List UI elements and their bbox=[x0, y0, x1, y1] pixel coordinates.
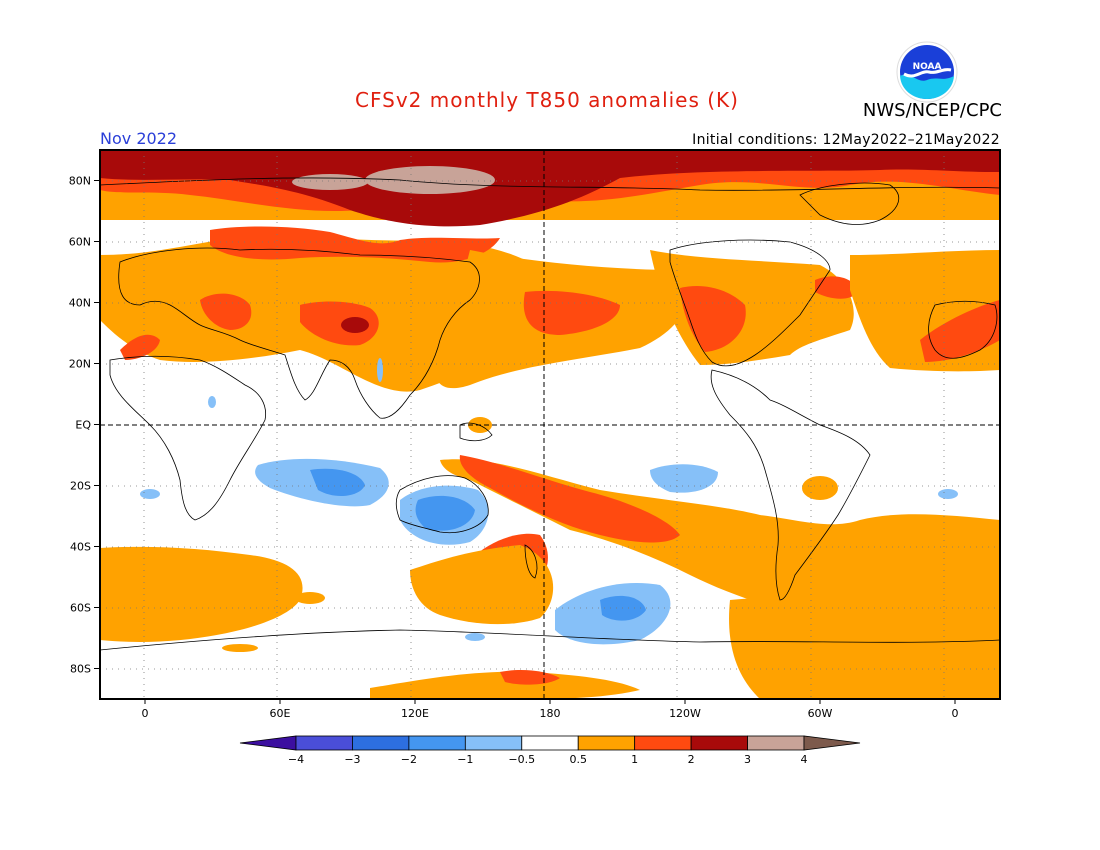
noaa-logo-text: NOAA bbox=[913, 62, 942, 72]
colorbar-swatch bbox=[464, 735, 523, 751]
latitude-axis: 80N 60N 40N 20N EQ 20S 40S 60S 80S bbox=[69, 175, 100, 676]
colorbar-level-label: −2 bbox=[401, 753, 417, 766]
anomaly-field bbox=[100, 150, 1000, 699]
lon-label: 60E bbox=[270, 707, 291, 720]
noaa-logo-icon: NOAA bbox=[896, 41, 958, 103]
colorbar-level-label: −3 bbox=[344, 753, 360, 766]
lon-label: 180 bbox=[540, 707, 561, 720]
colorbar: −4 −3 −2 −1 −0.5 0.5 1 2 3 4 bbox=[239, 735, 861, 766]
chart-title: CFSv2 monthly T850 anomalies (K) bbox=[355, 88, 739, 112]
initial-conditions: Initial conditions: 12May2022–21May2022 bbox=[692, 132, 1000, 148]
lon-label: 0 bbox=[952, 707, 959, 720]
colorbar-level-label: −4 bbox=[288, 753, 304, 766]
colorbar-swatch bbox=[408, 735, 466, 751]
equator-dateline bbox=[100, 150, 1000, 699]
lat-label: 20S bbox=[70, 480, 91, 493]
colorbar-swatch bbox=[690, 735, 748, 751]
colorbar-swatch bbox=[634, 735, 692, 751]
colorbar-level-label: 0.5 bbox=[569, 753, 587, 766]
coastlines bbox=[100, 177, 1000, 651]
colorbar-level-label: 4 bbox=[801, 753, 808, 766]
colorbar-level-label: 3 bbox=[744, 753, 751, 766]
lat-label: 60N bbox=[69, 236, 91, 249]
lon-label: 120W bbox=[669, 707, 701, 720]
lat-label: 40S bbox=[70, 541, 91, 554]
lon-label: 0 bbox=[142, 707, 149, 720]
lon-label: 120E bbox=[401, 707, 429, 720]
map-panel bbox=[100, 150, 1000, 699]
colorbar-level-label: 2 bbox=[688, 753, 695, 766]
longitude-axis: 0 60E 120E 180 120W 60W 0 bbox=[142, 699, 959, 720]
forecast-month: Nov 2022 bbox=[100, 129, 178, 148]
agency-label: NWS/NCEP/CPC bbox=[862, 100, 1002, 121]
graticule bbox=[100, 150, 1000, 699]
colorbar-swatch bbox=[352, 735, 410, 751]
colorbar-level-label: −0.5 bbox=[508, 753, 535, 766]
lat-label: 20N bbox=[69, 358, 91, 371]
colorbar-min-cap bbox=[239, 735, 297, 751]
colorbar-swatch bbox=[577, 735, 636, 751]
colorbar-swatch bbox=[521, 735, 579, 751]
colorbar-swatch bbox=[295, 735, 353, 751]
lat-label: 80N bbox=[69, 175, 91, 188]
lat-label: 40N bbox=[69, 297, 91, 310]
lat-label: 80S bbox=[70, 663, 91, 676]
lon-label: 60W bbox=[808, 707, 833, 720]
lat-label: EQ bbox=[75, 419, 91, 432]
colorbar-max-cap bbox=[803, 735, 861, 751]
lat-label: 60S bbox=[70, 602, 91, 615]
colorbar-level-label: 1 bbox=[631, 753, 638, 766]
colorbar-swatch bbox=[747, 735, 805, 751]
colorbar-level-label: −1 bbox=[457, 753, 473, 766]
